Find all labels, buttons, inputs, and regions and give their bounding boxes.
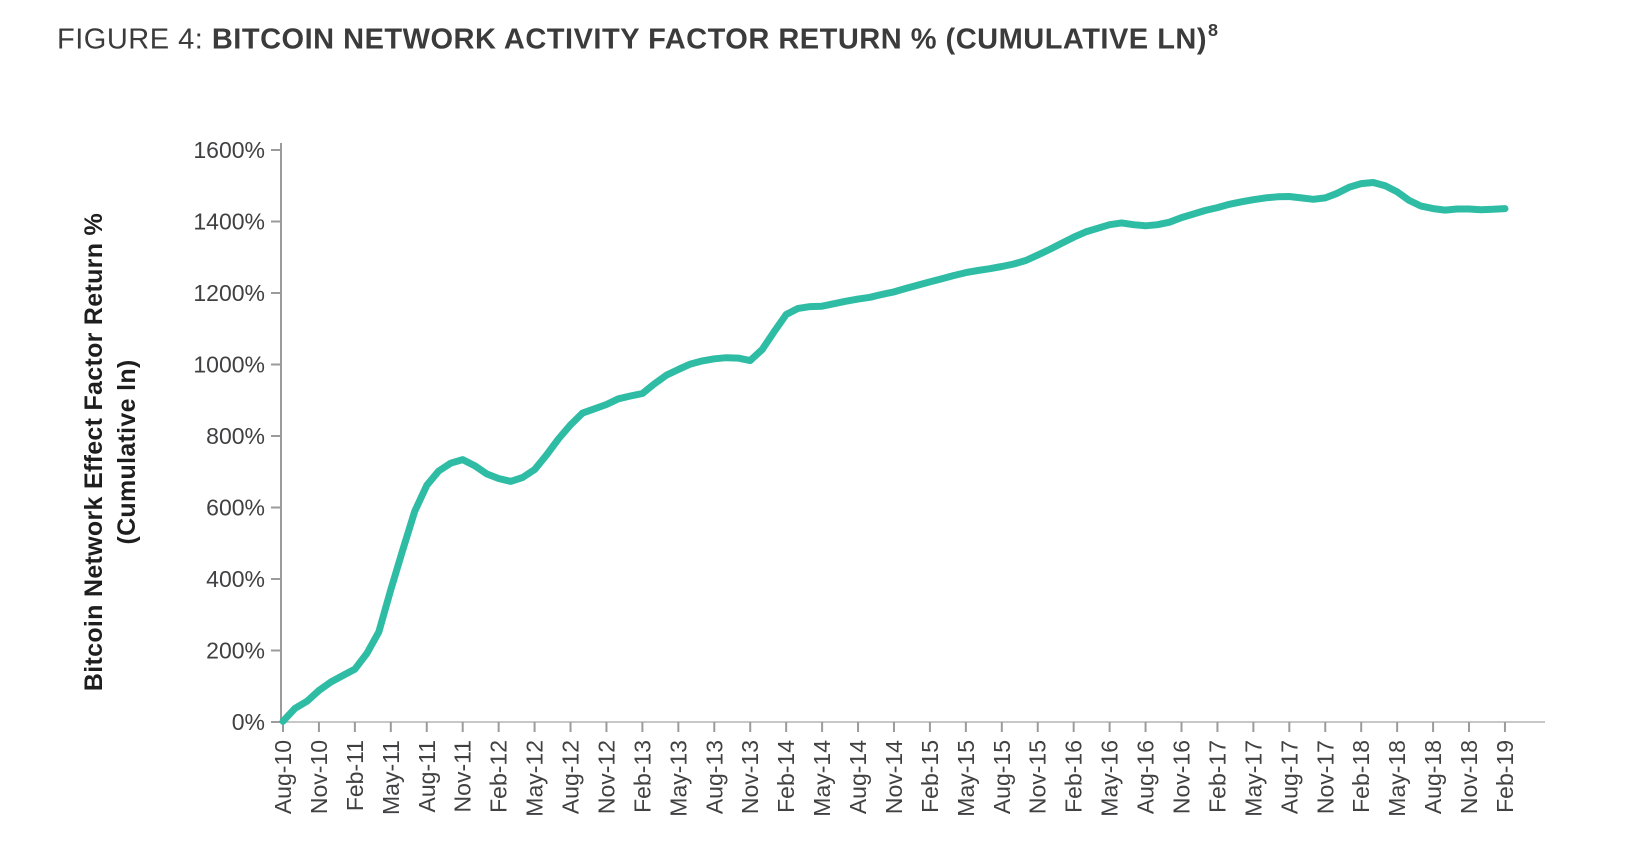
x-tick-label: May-17 (1240, 740, 1266, 817)
x-tick-label: Aug-13 (701, 740, 727, 814)
x-tick-label: Aug-10 (270, 740, 296, 814)
y-tick-label: 800% (206, 423, 265, 449)
series-line (279, 179, 1509, 725)
x-tick-label: Aug-14 (845, 740, 871, 814)
y-tick-label: 1200% (193, 280, 265, 306)
x-tick-label: May-14 (809, 740, 835, 817)
figure-title: FIGURE 4: BITCOIN NETWORK ACTIVITY FACTO… (57, 20, 1219, 57)
x-tick-label: Aug-12 (558, 740, 584, 814)
x-axis: Aug-10 Nov-10 Feb-11 May-11 Aug-11 Nov-11 Feb-… (270, 722, 1518, 817)
x-tick-label: Nov-18 (1456, 740, 1482, 814)
x-tick-label: May-15 (953, 740, 979, 817)
x-tick-label: Nov-12 (593, 740, 619, 814)
x-tick-label: Feb-13 (629, 740, 655, 813)
figure-title-main: BITCOIN NETWORK ACTIVITY FACTOR RETURN %… (211, 23, 1208, 56)
x-tick-label: Feb-14 (773, 740, 799, 813)
figure-title-superscript: 8 (1208, 20, 1219, 40)
figure-title-prefix: FIGURE 4: (57, 23, 212, 56)
y-tick-label: 0% (232, 709, 265, 735)
x-tick-label: Nov-10 (306, 740, 332, 814)
x-tick-label: Feb-15 (917, 740, 943, 813)
y-tick-label: 400% (206, 566, 265, 592)
y-tick-label: 600% (206, 495, 265, 521)
x-tick-label: Aug-11 (414, 740, 440, 812)
x-tick-label: Nov-11 (450, 740, 476, 812)
x-tick-label: May-12 (522, 740, 548, 817)
x-tick-label: Feb-12 (486, 740, 512, 813)
x-tick-label: May-13 (665, 740, 691, 817)
x-tick-label: May-11 (378, 740, 404, 815)
x-tick-label: Nov-17 (1312, 740, 1338, 814)
y-tick-label: 1000% (193, 352, 265, 378)
x-tick-label: May-18 (1384, 740, 1410, 817)
x-tick-label: Feb-17 (1204, 740, 1230, 813)
x-tick-label: Aug-17 (1276, 740, 1302, 814)
x-tick-label: Nov-13 (737, 740, 763, 814)
x-tick-label: Aug-18 (1420, 740, 1446, 814)
x-tick-label: Feb-16 (1061, 740, 1087, 813)
x-tick-label: May-16 (1097, 740, 1123, 817)
x-tick-label: Nov-14 (881, 740, 907, 814)
x-tick-label: Nov-16 (1169, 740, 1195, 814)
x-tick-label: Nov-15 (1025, 740, 1051, 814)
y-tick-label: 1600% (193, 137, 265, 163)
y-tick-label: 1400% (193, 209, 265, 235)
x-tick-label: Feb-19 (1492, 740, 1518, 813)
x-tick-label: Aug-16 (1133, 740, 1159, 814)
y-axis: 0% 200% 400% 600% 800% 1000% 1200% 1400% 1600% (193, 137, 281, 735)
x-tick-label: Feb-18 (1348, 740, 1374, 813)
y-tick-label: 200% (206, 638, 265, 664)
x-tick-label: Feb-11 (342, 740, 368, 811)
x-tick-label: Aug-15 (989, 740, 1015, 814)
